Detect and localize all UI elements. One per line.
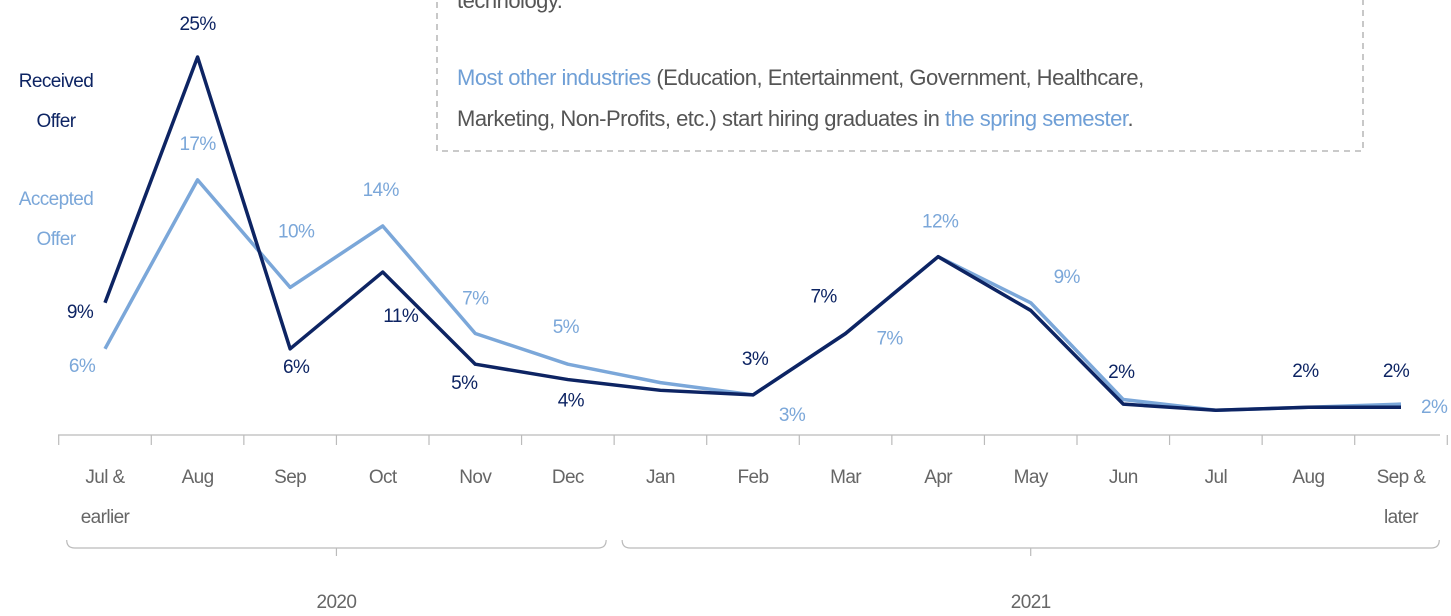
- group-bracket: [621, 539, 1440, 556]
- data-label: 11%: [383, 306, 419, 327]
- x-tick-label: May: [1014, 467, 1049, 488]
- x-tick-label: Jun: [1109, 467, 1138, 488]
- annotation-box: [436, 0, 1364, 152]
- legend-label: Received Offer: [19, 71, 93, 132]
- data-label: 4%: [558, 391, 585, 412]
- data-label: 6%: [69, 356, 96, 377]
- annotation-segment: Marketing, Non-Profits, etc.) start hiri…: [457, 106, 945, 131]
- x-tick-label: Aug: [182, 467, 214, 488]
- x-tick-label: Jul: [1205, 467, 1228, 488]
- data-label: 2%: [1108, 362, 1135, 383]
- x-tick-label: Oct: [369, 467, 398, 488]
- x-tick-label: Mar: [830, 467, 862, 488]
- data-label: 6%: [283, 357, 310, 378]
- x-tick-label: Jan: [646, 467, 675, 488]
- data-label: 5%: [451, 373, 478, 394]
- data-label: 2%: [1383, 361, 1410, 382]
- series-line: [103, 55, 1401, 413]
- annotation-top: technology.: [457, 0, 562, 13]
- data-label: 2%: [1421, 397, 1448, 418]
- annotation-segment: (Education, Entertainment, Government, H…: [651, 65, 1144, 90]
- data-label: 3%: [742, 349, 769, 370]
- x-tick-label: Nov: [459, 467, 492, 488]
- group-bracket: [66, 539, 607, 556]
- group-label: 2020: [316, 592, 356, 613]
- data-label: 7%: [462, 288, 489, 309]
- x-tick-label: Aug: [1292, 467, 1324, 488]
- data-label: 10%: [278, 221, 315, 242]
- data-label: 3%: [779, 405, 806, 426]
- data-label: 7%: [810, 286, 837, 307]
- data-label: 12%: [922, 212, 959, 233]
- group-label: 2021: [1011, 592, 1051, 613]
- annotation-segment: the spring semester: [945, 106, 1129, 131]
- annotation-line: Marketing, Non-Profits, etc.) start hiri…: [457, 106, 1133, 131]
- data-label: 7%: [876, 328, 903, 349]
- data-label: 9%: [1054, 267, 1081, 288]
- data-label: 5%: [553, 317, 580, 338]
- annotation-segment: Most other industries: [457, 65, 651, 90]
- data-label: 9%: [67, 302, 94, 323]
- x-tick-label: Sep & later: [1377, 467, 1427, 528]
- x-tick-label: Apr: [924, 467, 953, 488]
- data-label: 25%: [179, 14, 216, 35]
- x-tick-label: Feb: [738, 467, 769, 488]
- data-label: 17%: [179, 134, 216, 155]
- x-tick-label: Dec: [552, 467, 584, 488]
- x-tick-label: Sep: [274, 467, 306, 488]
- data-label: 2%: [1292, 361, 1319, 382]
- annotation-line: Most other industries (Education, Entert…: [457, 65, 1144, 90]
- legend-label: Accepted Offer: [19, 189, 93, 250]
- data-label: 14%: [363, 180, 400, 201]
- x-tick-label: Jul & earlier: [81, 467, 131, 528]
- annotation-segment: .: [1127, 106, 1133, 131]
